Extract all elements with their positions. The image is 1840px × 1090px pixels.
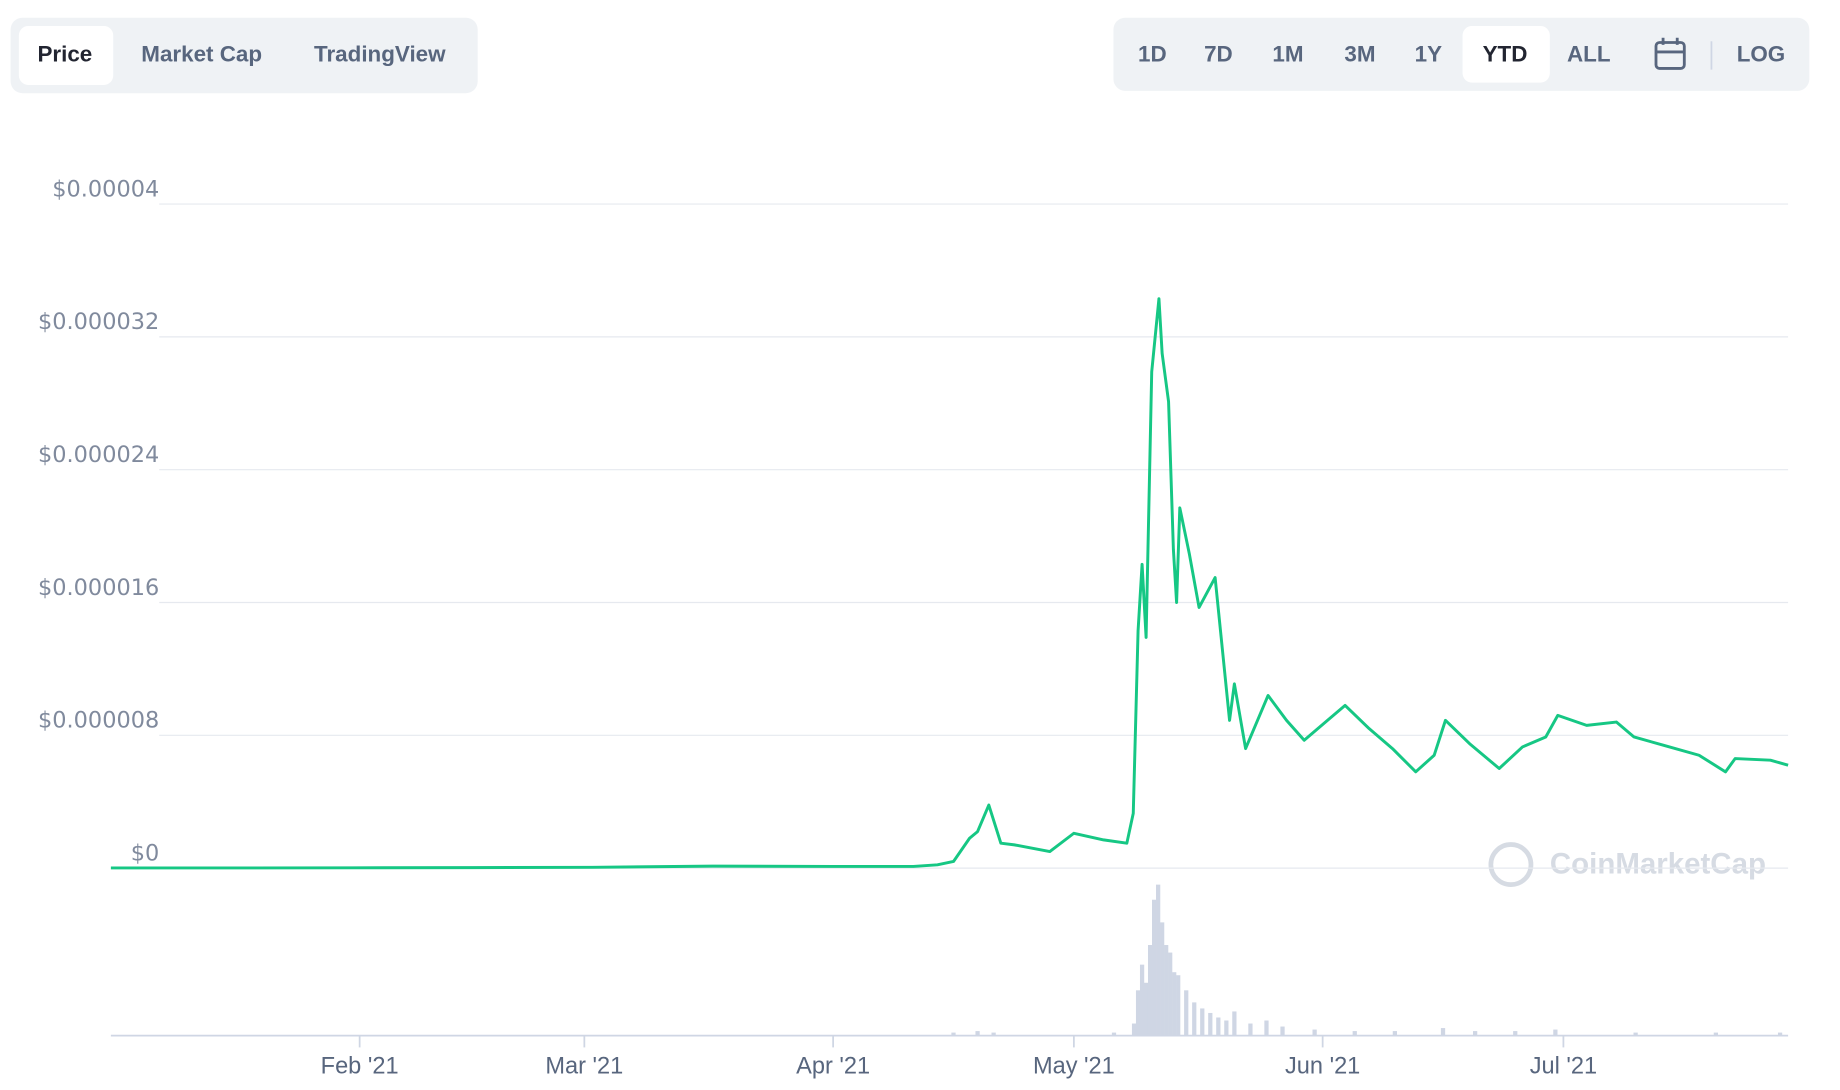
volume-bar <box>1232 1011 1237 1036</box>
tab[interactable]: Price <box>37 41 92 66</box>
volume-bar <box>951 1032 956 1036</box>
y-tick-label: $0.000032 <box>38 309 159 335</box>
volume-bar <box>1713 1032 1719 1036</box>
volume-bar <box>1513 1031 1518 1036</box>
y-tick-label: $0.000024 <box>38 442 159 468</box>
volume-bar <box>1143 982 1149 1036</box>
volume-bar <box>1440 1028 1446 1036</box>
x-tick-label: Mar '21 <box>545 1053 623 1079</box>
y-tick-label: $0.000016 <box>38 575 159 601</box>
range[interactable]: LOG <box>1737 41 1786 66</box>
x-tick-label: Apr '21 <box>796 1053 870 1079</box>
active-range <box>1462 25 1550 83</box>
volume-bar <box>1172 972 1177 1036</box>
y-tick-label: $0 <box>131 840 160 866</box>
volume-bar <box>1152 899 1157 1036</box>
range[interactable]: 7D <box>1204 41 1233 66</box>
volume-bar <box>1280 1026 1285 1036</box>
volume-bar <box>1264 1020 1269 1036</box>
y-tick-label: $0.000008 <box>38 708 159 734</box>
volume-bar <box>1156 884 1161 1036</box>
volume-bar <box>991 1032 996 1036</box>
volume-bar <box>1200 1008 1205 1036</box>
volume-bar <box>1352 1031 1357 1036</box>
x-tick-label: May '21 <box>1033 1053 1115 1079</box>
volume-bar <box>975 1031 980 1036</box>
volume-bar <box>1633 1032 1638 1036</box>
volume-bar <box>1176 975 1181 1036</box>
tab[interactable]: Market Cap <box>141 41 262 66</box>
watermark-logo <box>1488 842 1534 887</box>
volume-bar <box>1248 1023 1253 1036</box>
x-tick-label: Feb '21 <box>321 1053 399 1079</box>
volume-bar <box>1473 1031 1478 1036</box>
volume-bar <box>1208 1012 1213 1036</box>
watermark: CoinMarketCap <box>1488 842 1766 887</box>
volume-bar <box>1147 945 1153 1036</box>
calendar-icon[interactable] <box>1654 37 1686 70</box>
volume-bar <box>1553 1029 1558 1036</box>
plot: $0 $0.000008 $0.000016 $0.000024 $0.000032 $0… <box>38 176 1789 1079</box>
volume-bar <box>1184 990 1189 1036</box>
volume-bar <box>1192 1002 1197 1036</box>
range-group <box>1113 17 1810 91</box>
x-tick-label: Jun '21 <box>1285 1053 1360 1079</box>
y-tick-label: $0.00004 <box>52 176 159 202</box>
range[interactable]: 1Y <box>1415 41 1442 66</box>
volume-bar <box>1164 945 1169 1036</box>
range[interactable]: ALL <box>1567 41 1611 66</box>
volume-bar <box>1131 1023 1137 1036</box>
volume-bar <box>1168 952 1173 1036</box>
active-tab <box>18 25 114 85</box>
range[interactable]: YTD <box>1483 41 1528 66</box>
volume-bar <box>1111 1032 1117 1036</box>
volume-bar <box>1216 1017 1221 1036</box>
volume-bar <box>1312 1029 1317 1036</box>
tab-group <box>10 17 478 94</box>
volume-bar <box>1139 964 1145 1036</box>
range[interactable]: 3M <box>1344 41 1375 66</box>
volume-bar <box>1777 1032 1783 1036</box>
volume-bar <box>1135 990 1141 1036</box>
x-tick-label: Jul '21 <box>1530 1053 1597 1079</box>
volume-bar <box>1160 922 1165 1036</box>
volume-bar <box>1392 1031 1397 1036</box>
volume-bar <box>1224 1020 1229 1036</box>
price-line <box>110 297 1789 870</box>
range[interactable]: 1M <box>1272 41 1303 66</box>
watermark-text: CoinMarketCap <box>1550 848 1766 881</box>
tab[interactable]: TradingView <box>314 41 446 66</box>
range[interactable]: 1D <box>1138 41 1167 66</box>
